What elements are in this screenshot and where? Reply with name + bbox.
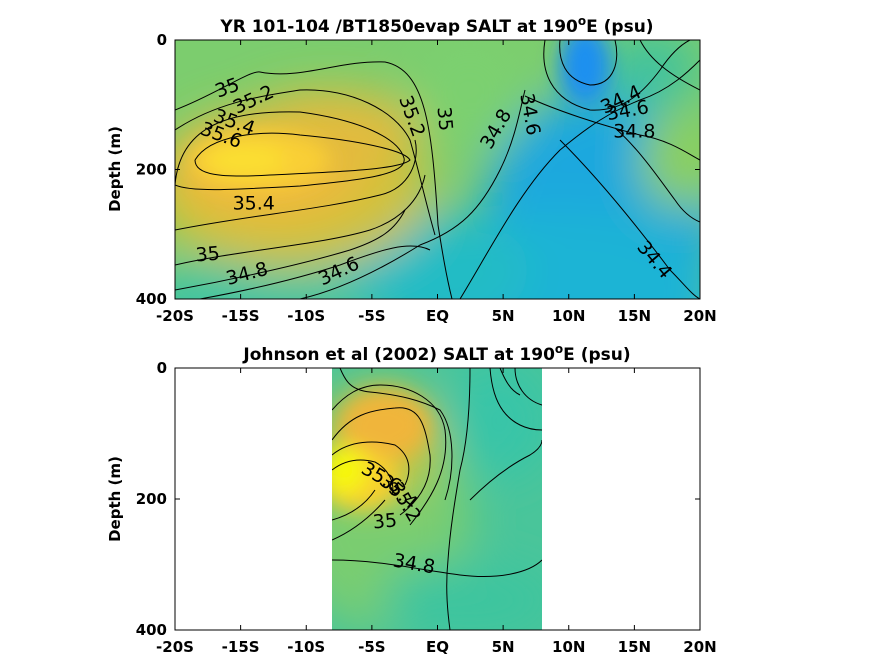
chart-1-title: YR 101-104 /BT1850evap SALT at 190oE (ps… <box>219 14 653 37</box>
y-tick-label: 400 <box>136 621 167 639</box>
chart-2-y-axis: 0 200 400 <box>136 359 700 639</box>
chart-2-title: Johnson et al (2002) SALT at 190oE (psu) <box>242 342 630 365</box>
x-tick-label: -10S <box>287 638 325 656</box>
x-tick-label: 15N <box>618 307 651 325</box>
chart-2-x-axis: -20S -15S -10S -5S EQ 5N 10N 15N 20N <box>156 368 717 656</box>
chart-panel-2: Johnson et al (2002) SALT at 190oE (psu) <box>106 342 717 656</box>
x-tick-label: 20N <box>683 638 716 656</box>
x-tick-label: 15N <box>618 638 651 656</box>
contour-label: 35 <box>195 242 221 266</box>
x-tick-label: 5N <box>492 307 515 325</box>
x-tick-label: -10S <box>287 307 325 325</box>
chart-2-y-axis-label: Depth (m) <box>106 456 124 542</box>
chart-1-contours <box>175 40 700 299</box>
x-tick-label: 5N <box>492 638 515 656</box>
contour-label: 35 <box>433 106 457 132</box>
x-tick-label: 10N <box>552 307 585 325</box>
x-tick-label: -15S <box>222 307 260 325</box>
x-tick-label: -15S <box>222 638 260 656</box>
chart-2-contours <box>332 368 542 630</box>
chart-1-y-axis-label: Depth (m) <box>106 126 124 212</box>
y-tick-label: 0 <box>157 359 167 377</box>
chart-1-y-axis: 0 200 400 <box>136 31 700 308</box>
x-tick-label: -5S <box>358 307 385 325</box>
chart-1-x-axis: -20S -15S -10S -5S EQ 5N 10N 15N 20N <box>156 40 717 325</box>
contour-label: 35 <box>372 509 398 533</box>
x-tick-label: 10N <box>552 638 585 656</box>
y-tick-label: 0 <box>157 31 167 49</box>
x-tick-label: EQ <box>426 638 449 656</box>
x-tick-label: -5S <box>358 638 385 656</box>
y-tick-label: 400 <box>136 290 167 308</box>
contour-label: 35.4 <box>233 192 275 214</box>
x-tick-label: 20N <box>683 307 716 325</box>
y-tick-label: 200 <box>136 490 167 508</box>
chart-panel-1: YR 101-104 /BT1850evap SALT at 190oE (ps… <box>106 14 717 325</box>
y-tick-label: 200 <box>136 161 167 179</box>
x-tick-label: -20S <box>156 638 194 656</box>
x-tick-label: -20S <box>156 307 194 325</box>
x-tick-label: EQ <box>426 307 449 325</box>
contour-label: 34.8 <box>613 120 655 142</box>
